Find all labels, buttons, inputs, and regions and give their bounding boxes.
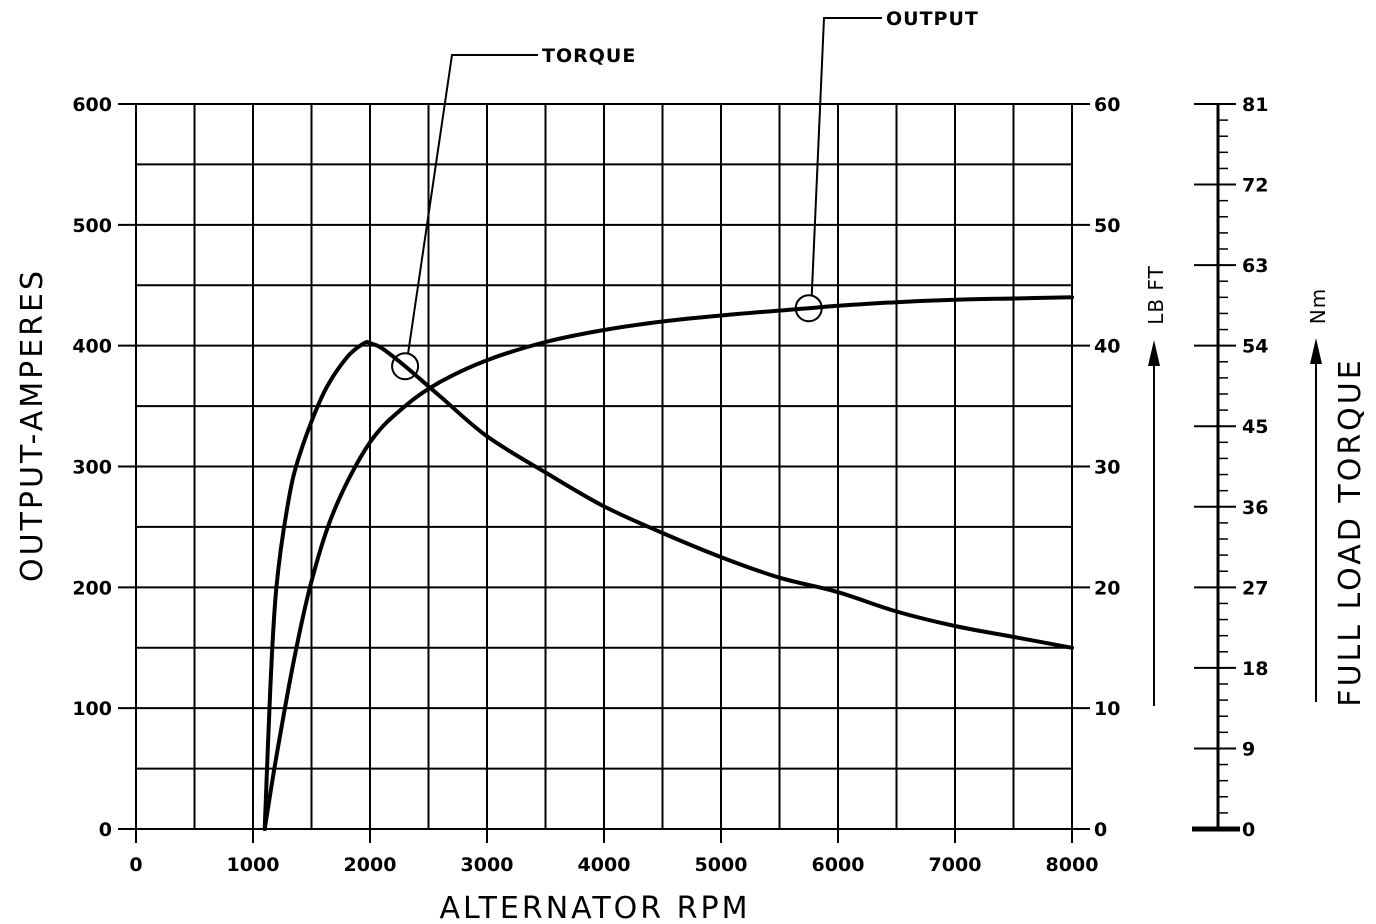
series-line-torque — [262, 339, 1074, 831]
y3-axis-title: FULL LOAD TORQUE — [1333, 357, 1368, 706]
y2-tick-label: 50 — [1094, 215, 1120, 237]
annotation-leader-torque — [407, 54, 538, 354]
y3-tick-label: 9 — [1242, 738, 1255, 760]
y2-axis-arrow-head — [1148, 340, 1160, 366]
annotation-marker-output — [794, 294, 823, 323]
x-tick-label: 7000 — [929, 854, 982, 876]
y3-tick-label: 81 — [1242, 94, 1268, 116]
x-tick-label: 2000 — [344, 854, 397, 876]
y3-tick-label: 45 — [1242, 416, 1268, 438]
y2-tick-label: 60 — [1094, 94, 1120, 116]
x-tick-label: 3000 — [461, 854, 514, 876]
y2-tick-label: 40 — [1094, 336, 1120, 358]
y-axis-title: OUTPUT-AMPERES — [15, 268, 50, 582]
y3-axis-unit: Nm — [1306, 288, 1330, 324]
y3-tick-label: 18 — [1242, 658, 1268, 680]
annotation-leader-output — [810, 17, 882, 296]
y-tick-label: 100 — [72, 698, 112, 720]
y-tick-label: 300 — [72, 457, 112, 479]
annotation-marker-torque — [391, 352, 420, 381]
y3-tick-label: 63 — [1242, 255, 1268, 277]
x-axis-title: ALTERNATOR RPM — [439, 891, 750, 924]
y3-axis-arrow-head — [1310, 338, 1322, 364]
y-tick-label: 0 — [99, 819, 112, 841]
x-tick-label: 5000 — [695, 854, 748, 876]
y2-tick-label: 10 — [1094, 698, 1120, 720]
y3-tick-label: 27 — [1242, 577, 1268, 599]
y3-tick-label: 36 — [1242, 497, 1268, 519]
x-tick-label: 4000 — [578, 854, 631, 876]
annotation-label-torque: TORQUE — [542, 45, 636, 67]
x-tick-label: 1000 — [227, 854, 280, 876]
y2-tick-label: 30 — [1094, 457, 1120, 479]
y3-tick-label: 54 — [1242, 336, 1268, 358]
y-tick-label: 500 — [72, 215, 112, 237]
y3-tick-label: 72 — [1242, 175, 1268, 197]
y2-tick-label: 0 — [1094, 819, 1107, 841]
y-tick-label: 600 — [72, 94, 112, 116]
annotation-label-output: OUTPUT — [886, 8, 979, 30]
y-tick-label: 200 — [72, 577, 112, 599]
y-tick-label: 400 — [72, 336, 112, 358]
x-tick-label: 8000 — [1046, 854, 1099, 876]
y3-tick-label: 0 — [1242, 819, 1255, 841]
y2-tick-label: 20 — [1094, 577, 1120, 599]
y2-axis-title: LB FT — [1144, 265, 1168, 325]
chart-grid — [135, 103, 1073, 830]
chart-axes — [118, 103, 1322, 843]
x-tick-label: 6000 — [812, 854, 865, 876]
x-tick-label: 0 — [129, 854, 142, 876]
series-line-output — [262, 295, 1074, 831]
chart-series — [262, 17, 1074, 831]
